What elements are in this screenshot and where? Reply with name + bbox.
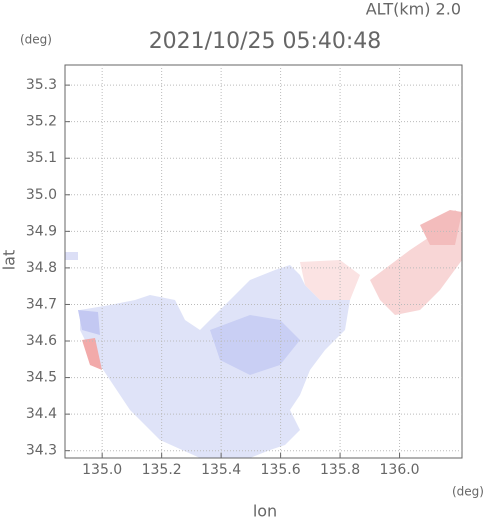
field-region bbox=[82, 338, 102, 370]
y-unit: (deg) bbox=[20, 33, 52, 47]
field-region bbox=[300, 260, 360, 300]
field-region bbox=[78, 310, 100, 335]
field-region bbox=[210, 315, 300, 375]
x-tick-label: 135.0 bbox=[82, 462, 122, 478]
field-region bbox=[65, 252, 78, 260]
y-tick-label: 34.4 bbox=[26, 406, 57, 422]
x-tick-label: 135.4 bbox=[201, 462, 241, 478]
y-tick-label: 35.2 bbox=[26, 114, 57, 130]
x-tick-label: 135.6 bbox=[261, 462, 301, 478]
data-field bbox=[65, 210, 462, 458]
x-tick-label: 136.0 bbox=[380, 462, 420, 478]
y-tick-label: 35.0 bbox=[26, 187, 57, 203]
y-tick-label: 34.7 bbox=[26, 296, 57, 312]
y-tick-label: 34.9 bbox=[26, 223, 57, 239]
y-tick-label: 34.5 bbox=[26, 370, 57, 386]
x-tick-label: 135.2 bbox=[142, 462, 182, 478]
field-region bbox=[80, 265, 350, 458]
x-tick-label: 135.8 bbox=[320, 462, 360, 478]
y-tick-label: 35.3 bbox=[26, 77, 57, 93]
y-tick-label: 35.1 bbox=[26, 150, 57, 166]
y-tick-label: 34.3 bbox=[26, 443, 57, 459]
y-axis-label: lat bbox=[0, 250, 19, 271]
y-tick-label: 34.6 bbox=[26, 333, 57, 349]
altitude-annotation: ALT(km) 2.0 bbox=[366, 0, 461, 19]
y-tick-label: 34.8 bbox=[26, 260, 57, 276]
x-unit: (deg) bbox=[452, 485, 484, 499]
x-axis-label: lon bbox=[253, 502, 277, 521]
plot-frame bbox=[64, 64, 463, 459]
field-region bbox=[420, 210, 462, 245]
chart-title: 2021/10/25 05:40:48 bbox=[149, 29, 382, 54]
